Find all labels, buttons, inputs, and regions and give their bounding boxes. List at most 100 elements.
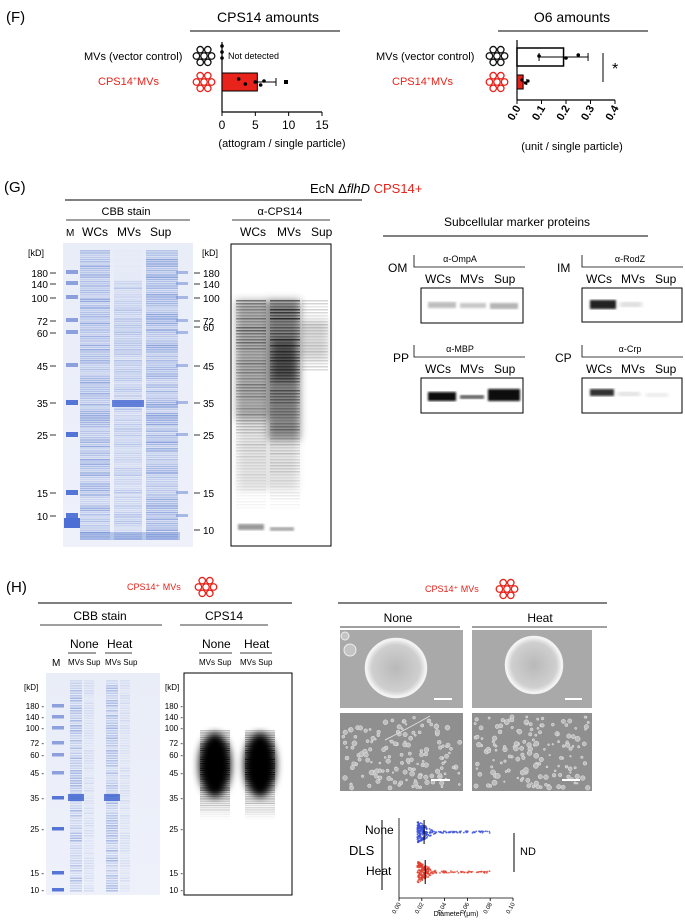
gel-band xyxy=(120,832,130,835)
gel-band xyxy=(146,525,178,527)
sem-particle xyxy=(556,733,560,736)
gel-band xyxy=(106,772,118,775)
sem-particle xyxy=(516,776,520,780)
blot-band xyxy=(200,780,230,783)
marker-band xyxy=(176,331,188,334)
gel-band xyxy=(106,792,118,795)
gel-band xyxy=(80,252,110,254)
mw-label: 140 - xyxy=(165,713,184,722)
cps14-tick-label: 0 xyxy=(219,118,226,132)
gel-band xyxy=(114,498,142,501)
dls-point xyxy=(484,870,487,873)
sem-particle xyxy=(558,773,563,777)
gel-band xyxy=(146,269,178,272)
blot-band xyxy=(236,393,266,395)
gel-band xyxy=(120,887,130,890)
mw-label: 60 - xyxy=(30,751,44,760)
gel-band xyxy=(106,727,118,730)
lane-m-g: M xyxy=(66,228,74,239)
mw-label: 72 xyxy=(37,317,49,328)
gel-band xyxy=(80,452,110,454)
sem-particle xyxy=(415,784,420,789)
blot-band xyxy=(200,765,230,767)
blot-band xyxy=(236,336,266,338)
cp-label: CP xyxy=(555,351,572,365)
sem-particle xyxy=(437,740,442,745)
blot-band xyxy=(200,811,230,813)
blot-band xyxy=(270,405,300,407)
pp-wcs: WCs xyxy=(425,362,451,376)
mv-circle xyxy=(506,591,515,600)
gel-band xyxy=(80,349,110,351)
sem-particle xyxy=(559,756,563,760)
sem-particle xyxy=(382,719,389,725)
gel-band xyxy=(70,717,82,720)
gel-band xyxy=(120,805,130,807)
gel-band xyxy=(80,441,110,443)
dls-point xyxy=(427,834,430,837)
gel-band xyxy=(84,862,94,865)
sem-none: None xyxy=(384,611,413,625)
mv-circle xyxy=(495,585,504,593)
gel-band xyxy=(84,770,94,772)
blot-band xyxy=(236,354,266,356)
blot-band xyxy=(245,754,275,756)
sem-particle xyxy=(402,732,408,738)
mw-label: 45 xyxy=(37,362,49,373)
gel-band xyxy=(146,360,178,362)
gel-band xyxy=(84,825,94,827)
dls-point xyxy=(480,870,483,873)
marker-band xyxy=(176,296,188,299)
mv-circle xyxy=(207,52,216,60)
gel-band xyxy=(146,285,178,287)
gel-band xyxy=(106,822,118,825)
gel-band xyxy=(80,467,110,470)
sem-particle xyxy=(419,749,423,753)
acps14-blot xyxy=(230,243,332,547)
blot-band xyxy=(236,306,266,308)
gel-band xyxy=(146,415,178,417)
gel-band xyxy=(80,360,110,362)
gel-band xyxy=(106,780,118,782)
marker-band xyxy=(52,726,64,730)
sem-heat-high xyxy=(472,630,592,708)
marker-band xyxy=(66,400,78,405)
gel-band xyxy=(146,272,178,274)
blot-band xyxy=(200,747,230,750)
sem-particle xyxy=(526,750,533,756)
blot-band xyxy=(200,738,230,741)
gel-band xyxy=(84,777,94,780)
sem-particle xyxy=(510,726,514,730)
o6-tick-label: 0.0 xyxy=(506,104,524,123)
gel-band xyxy=(146,408,178,410)
gel-band xyxy=(146,489,178,492)
mw-label: 100 xyxy=(203,294,220,305)
sem-particle xyxy=(523,767,529,773)
gel-band xyxy=(80,379,110,382)
gel-band xyxy=(114,342,142,344)
o6-point xyxy=(537,54,541,58)
gel-band xyxy=(146,483,178,485)
gel-band xyxy=(106,782,118,785)
blot-band xyxy=(270,426,300,428)
sem-particle xyxy=(525,722,529,726)
lane-mvs: MVs xyxy=(117,225,141,239)
gel-band xyxy=(112,400,144,407)
blot-band xyxy=(245,785,275,787)
dls-point xyxy=(432,872,435,875)
gel-band xyxy=(84,867,94,870)
mv-cps14-icon xyxy=(192,71,216,93)
mw-label: 35 - xyxy=(30,794,44,803)
gel-band xyxy=(120,725,130,727)
gel-band xyxy=(84,720,94,722)
blot-band xyxy=(302,306,328,308)
gel-band xyxy=(80,364,110,366)
gel-band xyxy=(146,355,178,358)
dls-point xyxy=(486,830,489,833)
gel-band xyxy=(84,730,94,732)
gel-band xyxy=(114,259,142,261)
mv-circle xyxy=(196,58,205,67)
gel-band xyxy=(146,280,178,283)
sem-particle xyxy=(423,774,429,780)
sem-particle xyxy=(494,748,498,752)
